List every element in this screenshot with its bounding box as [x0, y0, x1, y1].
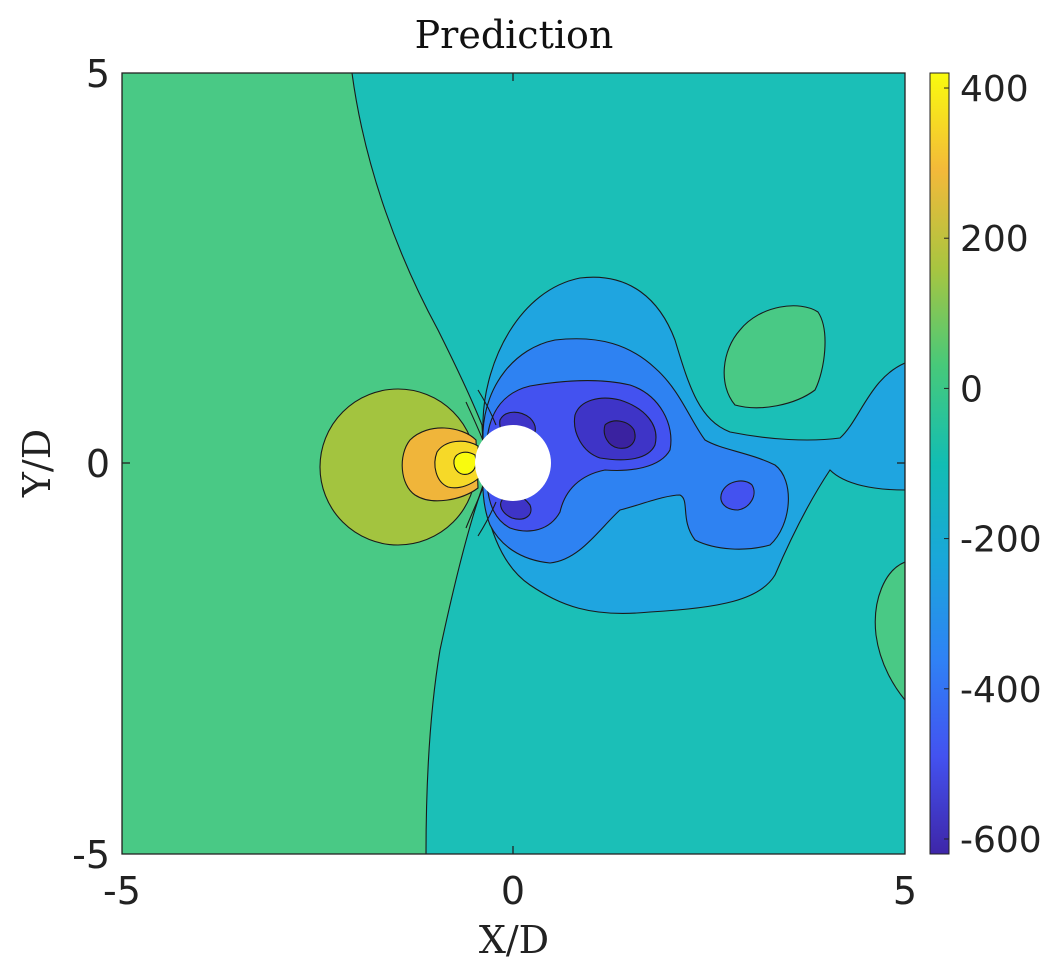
x-tick-label: 5 [893, 869, 917, 913]
contour-region-core-min [603, 420, 636, 449]
colorbar-tick-label: 0 [960, 369, 983, 410]
x-tick-label: -5 [103, 869, 141, 913]
y-tick-label: 0 [86, 442, 110, 486]
contour-region-lower-blob [874, 561, 905, 701]
colorbar-tick-label: -200 [960, 520, 1042, 561]
tick-marks [122, 73, 905, 854]
y-tick-label: -5 [72, 833, 110, 877]
colorbar-tick-label: 200 [960, 219, 1029, 260]
cylinder-obstacle [475, 425, 551, 501]
contour-region-upper-blob [723, 305, 826, 409]
x-tick-label: 0 [501, 869, 525, 913]
contour-region-wake-spot [720, 480, 755, 511]
colorbar-tick-label: -400 [960, 670, 1042, 711]
colorbar-gradient [929, 72, 950, 855]
contour-field [122, 73, 905, 854]
x-tick-labels: -5 0 5 [103, 869, 917, 913]
chart-title: Prediction [415, 13, 614, 57]
x-axis-label: X/D [479, 918, 549, 962]
y-tick-label: 5 [86, 52, 110, 96]
colorbar-tick-label: 400 [960, 69, 1029, 110]
y-axis-label: Y/D [15, 429, 59, 498]
y-tick-labels: -5 0 5 [72, 52, 110, 877]
colorbar: 400 200 0 -200 -400 -600 [929, 69, 1042, 861]
contour-region-stag-max [453, 451, 477, 475]
colorbar-tick-label: -600 [960, 820, 1042, 861]
colorbar-ticks: 400 200 0 -200 -400 -600 [944, 69, 1042, 861]
